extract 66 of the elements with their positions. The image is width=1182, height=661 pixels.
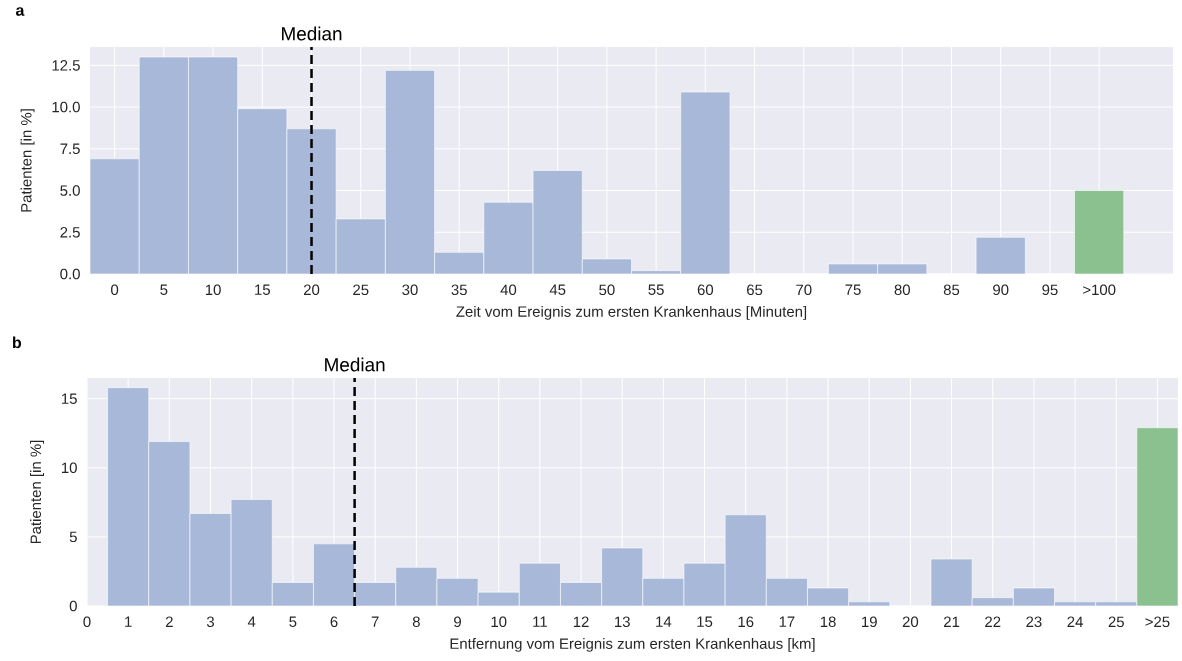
x-tick-label: 20 [902, 616, 919, 628]
x-tick-label: 20 [303, 284, 320, 296]
x-tick-label: 18 [820, 616, 836, 628]
x-tick-label: 10 [205, 284, 221, 296]
y-tick-label: 5.0 [60, 185, 80, 196]
x-tick-label: 5 [160, 284, 168, 295]
x-tick-label: 85 [943, 284, 960, 296]
x-tick-label: 12 [573, 616, 589, 627]
x-tick-label: 60 [697, 284, 714, 296]
y-tick-label: 12.5 [52, 60, 80, 71]
x-tick-label: 24 [1067, 616, 1083, 627]
y-tick-label: 15 [62, 393, 77, 404]
x-tick-label: 0 [83, 616, 91, 628]
y-tick-label: 7.5 [60, 143, 80, 155]
x-tick-label: 2 [165, 616, 173, 627]
x-tick-label: 30 [402, 284, 418, 296]
x-tick-label: 70 [796, 284, 812, 296]
x-tick-label: 4 [247, 616, 256, 627]
x-tick-label: 35 [451, 284, 467, 296]
x-tick-label: 15 [255, 284, 270, 295]
chart-title: b [13, 336, 22, 349]
x-tick-label: 11 [533, 616, 547, 627]
y-tick-label: 0.0 [60, 268, 80, 280]
x-axis-title: Entfernung vom Ereignis zum ersten Krankenhaus [km] [450, 637, 815, 652]
x-tick-label: 15 [697, 616, 713, 627]
x-tick-label: 3 [206, 616, 215, 628]
x-tick-label: 45 [549, 284, 566, 295]
x-tick-label: 16 [738, 616, 754, 628]
x-tick-label: 6 [330, 616, 338, 628]
y-axis-title: Patienten [in %] [30, 440, 45, 544]
x-tick-label: 7 [371, 616, 379, 627]
x-tick-label: 10 [491, 616, 507, 628]
x-tick-label: 0 [111, 284, 119, 296]
x-tick-label: 55 [648, 284, 664, 295]
chart-title: a [16, 7, 25, 16]
x-tick-label: 80 [894, 284, 910, 296]
ref-line-label: Median [325, 357, 385, 372]
y-axis-title: Patienten [in %] [20, 109, 35, 212]
x-tick-label: >25 [1145, 616, 1170, 628]
x-tick-label: 8 [412, 616, 420, 628]
y-tick-label: 0 [69, 600, 77, 612]
x-tick-label: 65 [747, 284, 763, 296]
x-tick-label: 25 [353, 284, 369, 296]
x-tick-label: 5 [289, 616, 297, 627]
x-tick-label: 9 [454, 616, 461, 628]
x-tick-label: 17 [779, 616, 795, 627]
x-tick-label: 1 [125, 616, 132, 627]
x-tick-label: 95 [1042, 284, 1058, 296]
y-tick-label: 10 [62, 462, 77, 474]
x-tick-label: 50 [599, 284, 615, 296]
x-tick-label: 75 [845, 284, 861, 295]
x-tick-label: 90 [993, 284, 1009, 296]
y-tick-label: 2.5 [60, 226, 80, 238]
x-tick-label: 23 [1026, 616, 1042, 628]
x-tick-label: 22 [985, 616, 1001, 627]
x-tick-label: 13 [615, 616, 630, 628]
x-tick-label: 21 [944, 616, 960, 627]
y-tick-label: 10.0 [52, 101, 80, 113]
x-axis-title: Zeit vom Ereignis zum ersten Krankenhaus [Minuten] [456, 305, 807, 320]
x-tick-label: 14 [656, 616, 672, 627]
x-tick-label: >100 [1083, 284, 1116, 296]
x-tick-label: 25 [1108, 616, 1124, 628]
x-tick-label: 40 [500, 284, 517, 296]
y-tick-label: 5 [69, 531, 77, 543]
x-tick-label: 19 [862, 616, 877, 628]
ref-line-label: Median [282, 26, 342, 41]
